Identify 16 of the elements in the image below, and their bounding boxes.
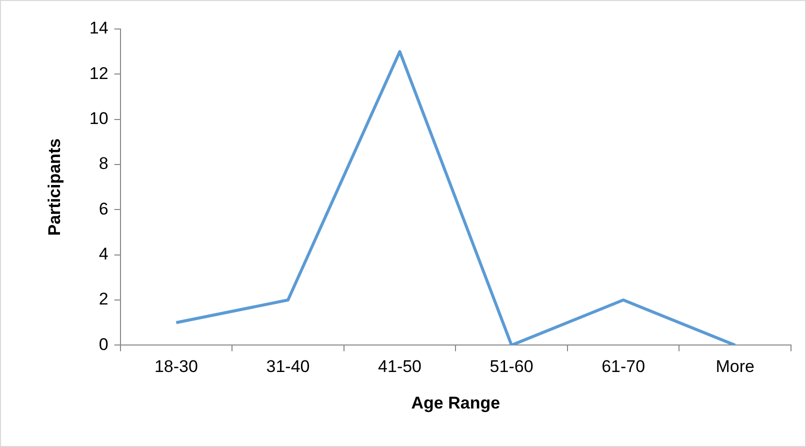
- y-tick-label: 8: [98, 154, 108, 174]
- y-tick-label: 4: [98, 244, 108, 264]
- y-tick-label: 14: [89, 18, 108, 38]
- x-tick-label: 31-40: [266, 357, 310, 376]
- y-tick-label: 10: [89, 109, 108, 128]
- x-tick-label: 41-50: [378, 357, 422, 376]
- x-tick-label: 18-30: [154, 357, 198, 376]
- y-tick-label: 6: [98, 199, 108, 218]
- y-tick-label: 12: [89, 64, 108, 83]
- x-tick-label: More: [716, 357, 754, 376]
- x-tick-label: 61-70: [602, 357, 646, 376]
- x-axis-title: Age Range: [411, 393, 500, 412]
- y-tick-label: 2: [98, 290, 108, 309]
- y-tick-label: 0: [98, 334, 108, 354]
- x-tick-label: 51-60: [490, 357, 534, 376]
- y-axis-title: Participants: [44, 138, 64, 236]
